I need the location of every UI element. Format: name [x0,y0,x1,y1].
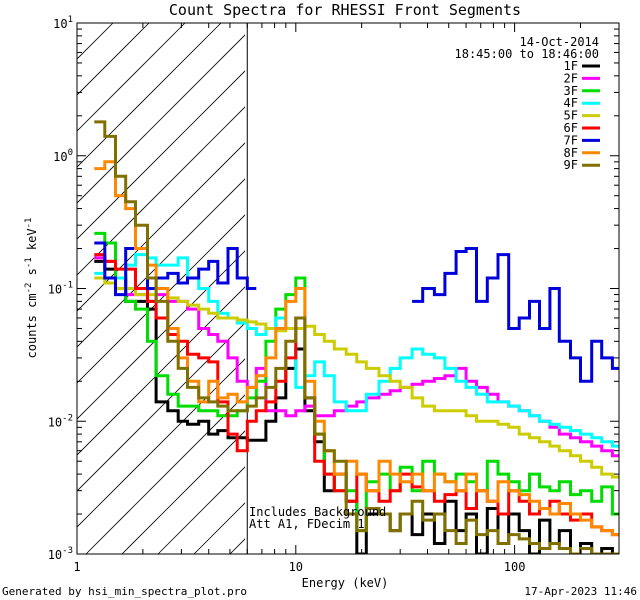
y-tick-label: 10-2 [48,413,73,429]
hatch-line [77,23,186,132]
hatch-line [77,70,245,240]
series-8f [94,160,619,537]
footer-timestamp: 17-Apr-2023 11:46 [524,585,637,598]
y-axis-label: counts cm-2 s-1 keV-1 [24,218,39,359]
legend-label-6f: 6F [564,121,578,135]
hatch-line [121,430,245,554]
time-range-label: 18:45:00 to 18:46:00 [455,47,600,61]
series-6f [94,253,619,537]
hatch-line [77,34,245,204]
y-tick-label-exponent: 1 [68,15,73,25]
hatch-line [77,322,245,492]
y-tick-label-base: 10 [48,548,62,562]
y-tick-label-exponent: -1 [62,281,73,291]
hatch-line [77,106,245,276]
legend-label-5f: 5F [564,109,578,123]
series-7f [94,241,619,383]
y-axis-label-base-1: counts cm [25,293,39,358]
legend-label-2f: 2F [564,71,578,85]
y-tick-label-base: 10 [48,283,62,297]
y-tick-label-base: 10 [48,415,62,429]
hatch-line [77,358,245,528]
date-label: 14-Oct-2014 [520,35,599,49]
x-axis-label: Energy (keV) [302,576,389,590]
y-axis-label-base-2: s [25,268,39,282]
x-tick-label: 10 [289,560,303,574]
hatch-line [77,214,245,384]
y-tick-label: 100 [53,148,73,164]
y-tick-label: 10-1 [48,281,73,297]
y-tick-label: 101 [53,15,73,31]
y-axis-label-exp-3: -1 [24,218,34,229]
hatch-line [77,142,245,312]
legend-label-9f: 9F [564,158,578,172]
y-tick-label-base: 10 [53,150,67,164]
legend-label-7f: 7F [564,133,578,147]
legend-label-3f: 3F [564,84,578,98]
legend-label-8f: 8F [564,146,578,160]
series-4f [94,253,619,448]
x-tick-label: 100 [504,560,526,574]
background-hatch-region [77,23,245,554]
chart-title: Count Spectra for RHESSI Front Segments [169,1,521,19]
legend-label-1f: 1F [564,59,578,73]
y-axis-label-base-3: keV [25,228,39,257]
y-tick-label-exponent: -3 [62,546,73,556]
y-axis-label-exp-1: -2 [24,283,34,294]
annotation-background: Includes Background [249,505,386,519]
series-9f [94,120,619,554]
y-axis-label-exp-2: -1 [24,257,34,268]
legend-label-4f: 4F [564,96,578,110]
hatch-line [77,23,222,168]
y-tick-label-exponent: -2 [62,413,73,423]
footer-generated-by: Generated by hsi_min_spectra_plot.pro [2,585,247,598]
x-tick-label: 1 [73,560,80,574]
hatch-line [77,286,245,456]
annotation-attenuator: Att A1, FDecim 1 [249,517,365,531]
hatch-line [85,394,245,554]
y-tick-label: 10-3 [48,546,73,562]
y-tick-label-base: 10 [53,17,67,31]
y-tick-label-exponent: 0 [68,148,73,158]
series-5f [94,276,619,479]
